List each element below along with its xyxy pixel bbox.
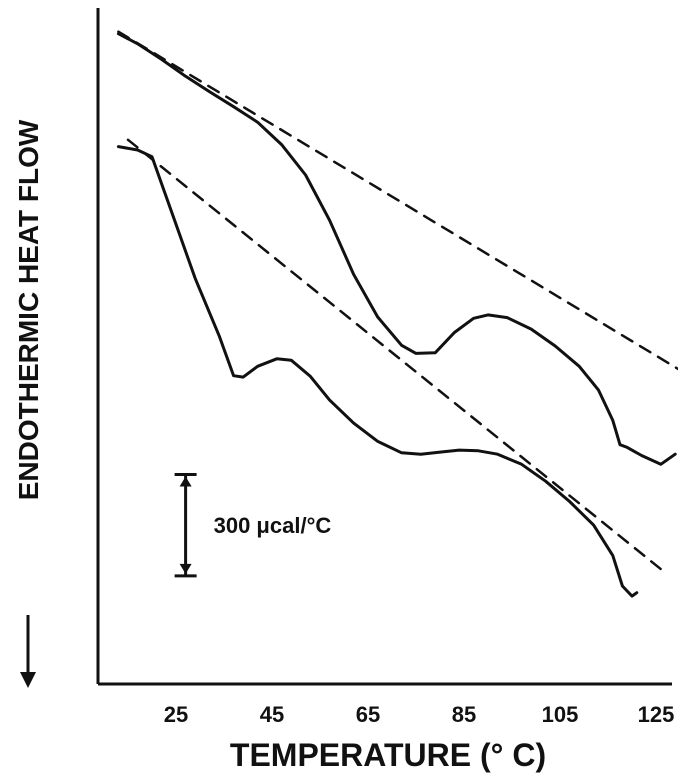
- x-tick-label: 125: [638, 702, 675, 727]
- scale-bar: 300 μcal/°C: [174, 472, 332, 578]
- x-tick-label: 105: [542, 702, 579, 727]
- x-tick-label: 65: [356, 702, 380, 727]
- scale-bar-label: 300 μcal/°C: [214, 513, 332, 538]
- y-axis-title: ENDOTHERMIC HEAT FLOW: [13, 119, 44, 500]
- thermogram-series-line: [116, 32, 677, 466]
- x-axis-title: TEMPERATURE (° C): [230, 737, 546, 773]
- down-arrow-icon: [20, 615, 36, 688]
- thermogram-series-line: [116, 145, 639, 598]
- x-tick-label: 25: [164, 702, 188, 727]
- x-tick-label: 45: [260, 702, 284, 727]
- baseline-series-line: [126, 138, 663, 571]
- axes: 25 45 65 85 105 125: [96, 8, 675, 727]
- x-tick-label: 85: [452, 702, 476, 727]
- baseline-series-line: [117, 30, 678, 371]
